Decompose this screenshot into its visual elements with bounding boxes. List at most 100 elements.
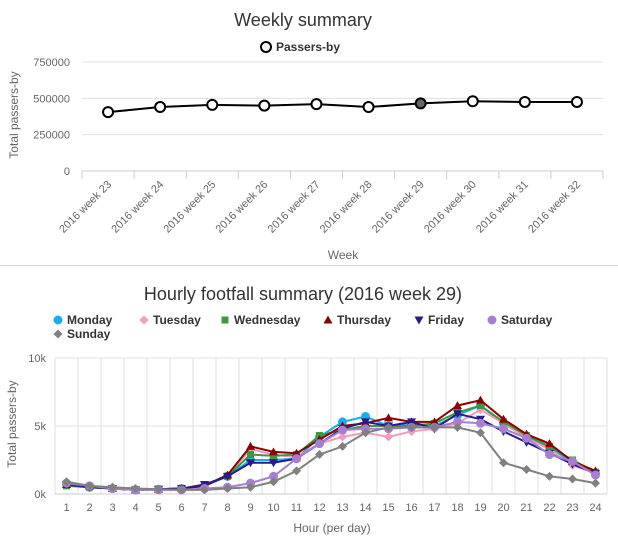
series-sunday — [62, 422, 600, 495]
data-point[interactable] — [499, 414, 508, 423]
data-point[interactable] — [246, 459, 255, 468]
data-point[interactable] — [476, 428, 485, 438]
data-point[interactable] — [453, 410, 462, 419]
x-tick-label: 2016 week 29 — [370, 179, 427, 236]
data-point[interactable] — [414, 97, 427, 110]
x-tick-label: 4 — [132, 502, 138, 514]
data-point[interactable] — [246, 441, 255, 450]
chart-title: Hourly footfall summary (2016 week 29) — [144, 284, 462, 304]
chart-divider — [0, 265, 618, 266]
x-tick-label: 17 — [428, 502, 440, 514]
x-tick-label: 1 — [63, 502, 69, 514]
data-point[interactable] — [499, 458, 508, 468]
y-axis-ticks: 0k 5k 10k — [28, 353, 46, 501]
data-point[interactable] — [338, 425, 347, 435]
legend-item-passers-by[interactable]: Passers-by — [260, 40, 340, 54]
data-point[interactable] — [407, 422, 416, 432]
data-point[interactable] — [430, 422, 439, 432]
x-tick-label: 2016 week 23 — [57, 179, 114, 236]
data-point[interactable] — [384, 422, 393, 432]
data-point[interactable] — [522, 465, 531, 475]
x-axis-title: Week — [328, 248, 359, 262]
data-point[interactable] — [362, 101, 375, 114]
x-tick-label: 22 — [543, 502, 555, 514]
x-tick-label: 20 — [497, 502, 509, 514]
legend-marker — [53, 315, 63, 325]
data-point[interactable] — [315, 450, 324, 460]
gridlines — [54, 357, 608, 495]
data-point[interactable] — [591, 478, 600, 488]
data-point[interactable] — [338, 441, 347, 451]
data-point[interactable] — [568, 456, 577, 466]
legend-item-tuesday[interactable]: Tuesday — [139, 313, 202, 327]
x-tick-label: 14 — [359, 502, 371, 514]
data-point[interactable] — [131, 484, 140, 494]
data-point[interactable] — [292, 448, 301, 457]
data-point[interactable] — [154, 484, 163, 494]
data-point[interactable] — [453, 401, 462, 410]
y-axis-ticks: 0 250000 500000 750000 — [33, 57, 70, 178]
data-point[interactable] — [545, 439, 554, 448]
legend-marker — [323, 315, 333, 324]
legend-item-friday[interactable]: Friday — [414, 313, 465, 327]
data-point[interactable] — [258, 99, 271, 112]
data-point[interactable] — [476, 418, 485, 428]
data-point[interactable] — [108, 482, 117, 492]
data-point[interactable] — [591, 470, 600, 480]
data-point[interactable] — [269, 459, 278, 468]
data-point[interactable] — [206, 98, 219, 111]
data-point[interactable] — [292, 454, 301, 464]
data-point[interactable] — [361, 418, 370, 427]
data-point[interactable] — [476, 395, 485, 404]
data-point[interactable] — [568, 474, 577, 484]
x-tick-label: 11 — [291, 502, 302, 514]
legend-item-monday[interactable]: Monday — [53, 313, 113, 327]
data-point[interactable] — [247, 451, 254, 459]
x-tick-label: 9 — [247, 502, 253, 514]
y-tick-label: 5k — [34, 421, 46, 433]
legend-item-thursday[interactable]: Thursday — [323, 313, 392, 327]
data-point[interactable] — [223, 484, 232, 494]
data-point[interactable] — [453, 422, 462, 432]
data-point[interactable] — [269, 447, 278, 456]
data-point[interactable] — [430, 417, 439, 426]
data-point[interactable] — [246, 482, 255, 492]
data-point[interactable] — [102, 106, 115, 119]
data-point[interactable] — [499, 424, 508, 434]
legend-marker — [139, 315, 149, 325]
data-point[interactable] — [200, 485, 209, 495]
x-axis-title: Hour (per day) — [293, 521, 370, 535]
data-point[interactable] — [384, 432, 393, 442]
data-point[interactable] — [315, 439, 324, 449]
data-point[interactable] — [223, 472, 232, 481]
data-point[interactable] — [85, 481, 94, 491]
legend-item-saturday[interactable]: Saturday — [487, 313, 553, 327]
data-point[interactable] — [477, 402, 484, 410]
data-point[interactable] — [545, 471, 554, 481]
data-point[interactable] — [177, 485, 186, 495]
legend[interactable]: Passers-by — [260, 40, 340, 54]
data-point[interactable] — [545, 450, 554, 460]
data-point[interactable] — [269, 477, 278, 487]
data-point[interactable] — [522, 433, 531, 443]
legend-item-wednesday[interactable]: Wednesday — [221, 313, 301, 327]
x-tick-label: 8 — [224, 502, 230, 514]
data-point[interactable] — [154, 101, 167, 114]
data-point[interactable] — [310, 98, 323, 111]
data-point[interactable] — [384, 413, 393, 422]
data-point[interactable] — [407, 418, 416, 427]
data-point[interactable] — [270, 452, 277, 460]
x-tick-label: 2016 week 27 — [266, 179, 323, 236]
x-tick-label: 16 — [405, 502, 417, 514]
legend-marker — [260, 41, 272, 53]
data-point[interactable] — [570, 95, 583, 108]
data-point[interactable] — [518, 95, 531, 108]
data-point[interactable] — [62, 477, 71, 487]
data-point[interactable] — [361, 428, 370, 438]
legend-item-sunday[interactable]: Sunday — [53, 327, 111, 341]
legend[interactable]: Monday Tuesday Wednesday Thursday Friday Satu… — [53, 313, 553, 341]
data-point[interactable] — [338, 432, 347, 442]
data-point[interactable] — [292, 466, 301, 476]
data-point[interactable] — [466, 95, 479, 108]
